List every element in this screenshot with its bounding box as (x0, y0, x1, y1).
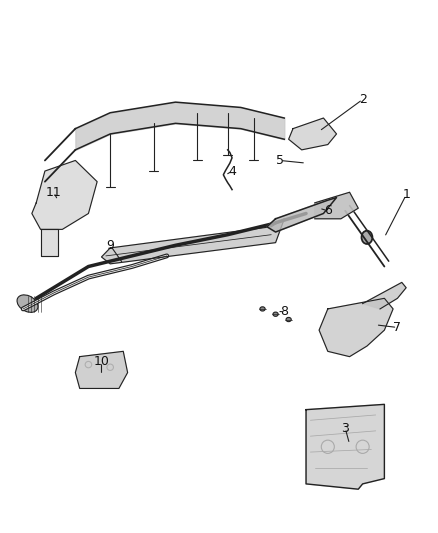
Polygon shape (267, 198, 336, 232)
Text: 11: 11 (46, 186, 61, 199)
Text: 3: 3 (341, 422, 349, 435)
Text: 2: 2 (359, 93, 367, 106)
Ellipse shape (361, 231, 372, 244)
Text: 10: 10 (94, 356, 110, 368)
Polygon shape (315, 192, 358, 219)
Text: 8: 8 (280, 305, 288, 318)
Ellipse shape (273, 312, 278, 317)
Text: 6: 6 (324, 204, 332, 217)
Polygon shape (75, 351, 127, 389)
Ellipse shape (17, 295, 38, 312)
Polygon shape (102, 219, 284, 264)
Text: 7: 7 (393, 321, 402, 334)
Polygon shape (363, 282, 406, 309)
Text: 5: 5 (276, 154, 284, 167)
Polygon shape (32, 160, 97, 229)
Polygon shape (319, 298, 393, 357)
Text: 4: 4 (228, 165, 236, 177)
Polygon shape (289, 118, 336, 150)
Polygon shape (306, 405, 385, 489)
Text: 1: 1 (402, 189, 410, 201)
Ellipse shape (260, 307, 265, 311)
Polygon shape (41, 229, 58, 256)
Ellipse shape (286, 317, 291, 321)
Text: 9: 9 (106, 239, 114, 252)
